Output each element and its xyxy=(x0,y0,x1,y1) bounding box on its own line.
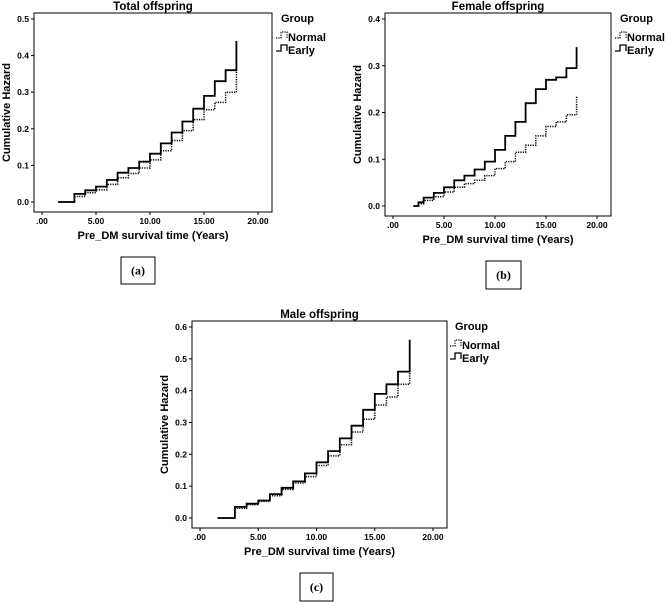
legend-entry-early: Early xyxy=(462,353,490,365)
y-axis-label: Cumulative Hazard xyxy=(159,375,171,474)
legend-entry-normal: Normal xyxy=(462,340,500,352)
x-tick-label: 5.00 xyxy=(88,216,105,226)
chart-title: Male offspring xyxy=(280,309,359,321)
y-tick-label: 0.6 xyxy=(175,322,187,332)
caption-box xyxy=(299,572,334,602)
y-tick-label: 0.4 xyxy=(17,51,29,61)
y-tick-label: 0.2 xyxy=(175,449,187,459)
x-tick-label: 15.00 xyxy=(193,216,215,226)
panel-caption: (a) xyxy=(131,264,145,278)
x-tick-label: 5.00 xyxy=(436,220,453,230)
x-tick-label: .00 xyxy=(387,220,399,230)
y-tick-label: 0.1 xyxy=(17,160,29,170)
y-tick-label: 0.3 xyxy=(368,61,380,71)
x-tick-label: 15.00 xyxy=(364,532,386,542)
x-axis-label: Pre_DM survival time (Years) xyxy=(422,234,573,246)
y-tick-label: 0.1 xyxy=(175,481,187,491)
legend-entry-early: Early xyxy=(288,45,316,57)
series-line-early xyxy=(413,47,578,207)
chart-panel-3: Male offspring 0.0 0.1 0.2 0.3 0.4 0.5 0.6 .00 5.… xyxy=(159,309,500,602)
series-line-early xyxy=(217,339,411,519)
x-tick-label: 20.00 xyxy=(247,216,269,226)
legend-title: Group xyxy=(620,13,653,25)
series-line-early xyxy=(58,41,238,203)
x-tick-label: 10.00 xyxy=(306,532,328,542)
y-tick-label: 0.0 xyxy=(368,201,380,211)
caption-box xyxy=(485,260,522,290)
y-axis-label: Cumulative Hazard xyxy=(352,65,364,164)
caption-box xyxy=(120,256,156,285)
legend-title: Group xyxy=(281,13,314,25)
x-axis-label: Pre_DM survival time (Years) xyxy=(77,230,228,242)
legend-swatch-early xyxy=(615,44,627,52)
y-tick-label: 0.3 xyxy=(175,418,187,428)
y-tick-label: 0.4 xyxy=(368,14,380,24)
x-tick-label: .00 xyxy=(36,216,48,226)
y-tick-label: 0.0 xyxy=(17,197,29,207)
legend-swatch-normal xyxy=(450,339,462,347)
legend-entry-normal: Normal xyxy=(288,32,326,44)
chart-title: Total offspring xyxy=(113,1,193,13)
y-tick-label: 0.5 xyxy=(175,354,187,364)
chart-panel-1: Total offspring 0.0 0.1 0.2 0.3 0.4 0.5 .00 5.00… xyxy=(1,1,326,285)
legend-swatch-early xyxy=(450,352,462,360)
legend-entry-early: Early xyxy=(627,45,655,57)
y-tick-label: 0.5 xyxy=(17,14,29,24)
y-tick-label: 0.4 xyxy=(175,386,187,396)
y-tick-label: 0.2 xyxy=(368,108,380,118)
chart-panel-2: Female offspring 0.0 0.1 0.2 0.3 0.4 .00 5.00 10… xyxy=(352,1,665,290)
legend-swatch-normal xyxy=(615,31,627,39)
x-tick-label: 10.00 xyxy=(139,216,161,226)
legend-title: Group xyxy=(455,321,488,333)
y-tick-label: 0.0 xyxy=(175,513,187,523)
x-tick-label: .00 xyxy=(194,532,206,542)
y-tick-label: 0.3 xyxy=(17,87,29,97)
y-axis-label: Cumulative Hazard xyxy=(1,63,13,162)
plot-frame xyxy=(384,12,612,217)
x-tick-label: 10.00 xyxy=(484,220,506,230)
x-tick-label: 20.00 xyxy=(422,532,444,542)
x-tick-label: 5.00 xyxy=(250,532,267,542)
legend-entry-normal: Normal xyxy=(627,32,665,44)
chart-title: Female offspring xyxy=(452,1,545,13)
series-line-normal xyxy=(217,358,411,519)
x-axis-label: Pre_DM survival time (Years) xyxy=(244,546,395,558)
legend-swatch-early xyxy=(276,44,288,52)
y-tick-label: 0.1 xyxy=(368,154,380,164)
y-tick-label: 0.2 xyxy=(17,124,29,134)
plot-frame xyxy=(33,12,273,213)
plot-frame xyxy=(191,320,448,529)
legend-swatch-normal xyxy=(276,31,288,39)
series-line-normal xyxy=(58,70,238,203)
x-tick-label: 20.00 xyxy=(586,220,608,230)
panel-caption: (c) xyxy=(310,580,323,594)
panel-caption: (b) xyxy=(496,268,511,282)
x-tick-label: 15.00 xyxy=(535,220,557,230)
